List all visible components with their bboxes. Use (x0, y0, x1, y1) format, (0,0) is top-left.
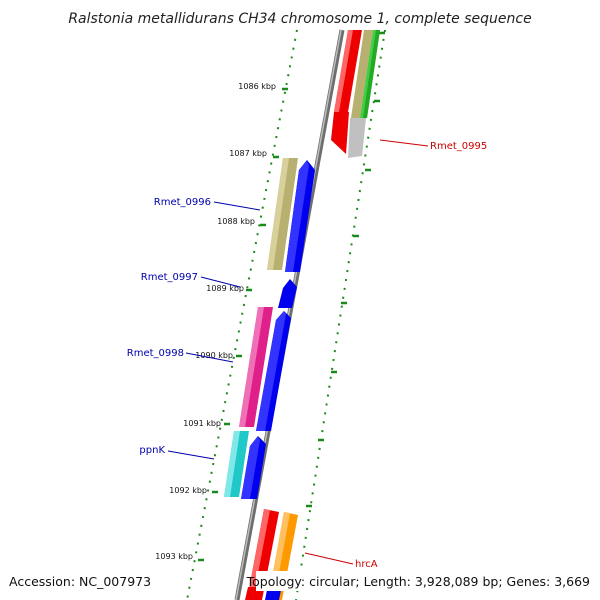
major-ticks (198, 31, 385, 562)
gene-rmet0995-group[interactable] (331, 30, 380, 158)
topology-backing (256, 571, 600, 591)
map-title: Ralstonia metallidurans CH34 chromosome … (68, 11, 531, 27)
gene-rmet0996-group[interactable] (267, 158, 315, 272)
gene-label-rmet0998[interactable]: Rmet_0998 (127, 348, 184, 359)
kbp-label: 1089 kbp (206, 284, 244, 293)
gene-block-grey[interactable] (348, 118, 366, 158)
gene-label-rmet0995[interactable]: Rmet_0995 (430, 141, 487, 152)
kbp-label: 1091 kbp (183, 419, 221, 428)
kbp-label: 1090 kbp (195, 351, 233, 360)
kbp-label: 1088 kbp (217, 217, 255, 226)
gene-arrow-red[interactable] (331, 112, 349, 154)
gene-rmet0997-group[interactable] (278, 279, 297, 308)
kbp-label: 1086 kbp (238, 82, 276, 91)
gene-label-ppnk[interactable]: ppnK (139, 445, 165, 456)
gene-rmet0998-group[interactable] (239, 307, 291, 431)
accession-backing (0, 571, 160, 591)
tick-track-outer (186, 29, 386, 600)
topology-text: Topology: circular; Length: 3,928,089 bp… (246, 574, 590, 589)
accession-text: Accession: NC_007973 (9, 574, 151, 589)
kbp-label: 1087 kbp (229, 149, 267, 158)
gene-label-rmet0996[interactable]: Rmet_0996 (154, 197, 211, 208)
gene-ppnk-group[interactable] (224, 431, 266, 499)
gene-label-hrca[interactable]: hrcA (355, 559, 378, 570)
gene-block-olive[interactable] (351, 30, 373, 118)
leader-lines (167, 139, 429, 565)
gene-label-rmet0997[interactable]: Rmet_0997 (141, 272, 198, 283)
kbp-labels: 1086 kbp 1087 kbp 1088 kbp 1089 kbp 1090… (155, 82, 276, 561)
kbp-label: 1093 kbp (155, 552, 193, 561)
gene-arrow-blue[interactable] (278, 279, 297, 308)
kbp-label: 1092 kbp (169, 486, 207, 495)
chromosome-backbone (234, 29, 345, 600)
gene-labels: Rmet_0995 Rmet_0996 Rmet_0997 Rmet_0998 … (127, 141, 487, 570)
